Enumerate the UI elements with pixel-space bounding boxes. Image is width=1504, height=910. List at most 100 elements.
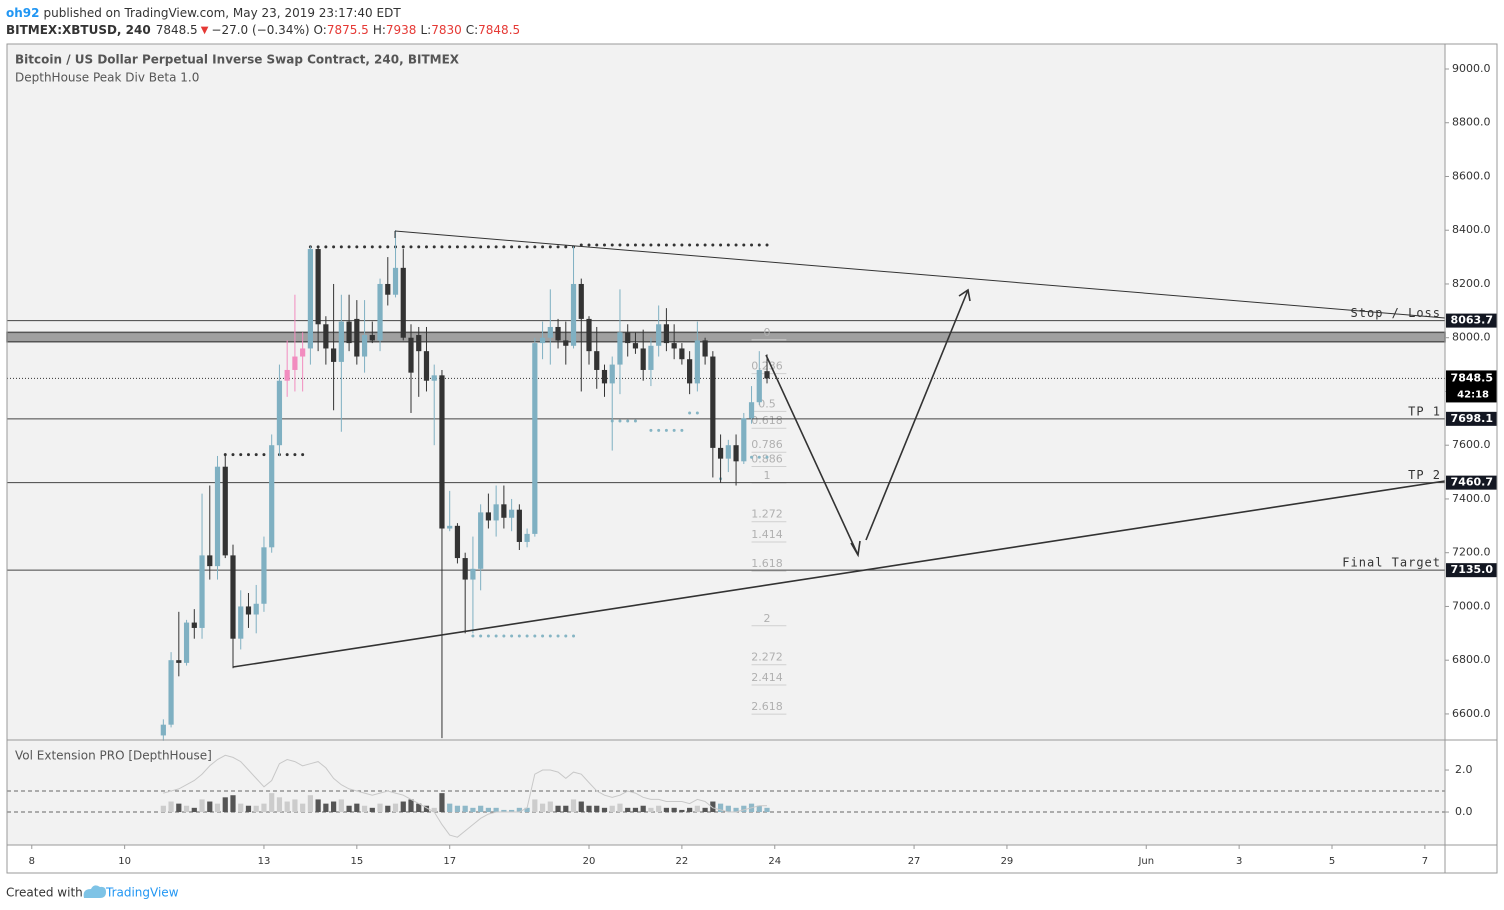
vol-bar bbox=[586, 805, 592, 813]
candle-body bbox=[214, 466, 221, 567]
x-tick-label: 8 bbox=[29, 856, 35, 867]
symbol: BITMEX:XBTUSD, 240 bbox=[6, 23, 151, 37]
candle-body bbox=[238, 606, 244, 639]
vol-bar bbox=[524, 807, 530, 813]
vol-bar bbox=[532, 799, 538, 813]
price-tag-label: 7135.0 bbox=[1451, 563, 1494, 576]
candle-body bbox=[447, 525, 453, 529]
candle-body bbox=[601, 369, 608, 384]
vol-bar bbox=[300, 803, 306, 813]
change-symbol: ▼ bbox=[201, 25, 209, 36]
marks-layer bbox=[160, 230, 770, 838]
candle-body bbox=[300, 348, 306, 357]
drawings bbox=[232, 230, 1446, 668]
candle-body bbox=[702, 340, 708, 357]
candle-body bbox=[648, 345, 654, 370]
x-tick-label: 24 bbox=[768, 856, 781, 867]
author[interactable]: oh92 bbox=[6, 6, 40, 20]
vol-bar bbox=[764, 807, 770, 813]
candle-body bbox=[578, 283, 584, 319]
vol-bar bbox=[478, 805, 484, 813]
candle-body bbox=[230, 555, 236, 639]
candle-body bbox=[532, 343, 538, 534]
fib-label: 2.414 bbox=[751, 671, 783, 684]
candle-body bbox=[385, 283, 391, 295]
candle-body bbox=[617, 332, 623, 365]
logo bbox=[83, 885, 106, 898]
fib-label: 1.272 bbox=[751, 508, 783, 521]
header-line-2: BITMEX:XBTUSD, 240 7848.5 ▼ −27.0 (−0.34%) O… bbox=[6, 23, 520, 37]
last-price-label: 7848.5 bbox=[1451, 371, 1493, 384]
vol-bar bbox=[756, 805, 762, 813]
vol-bar bbox=[470, 807, 476, 813]
candle-body bbox=[671, 343, 677, 349]
published: published on TradingView.com, May 23, 20… bbox=[44, 6, 402, 20]
candle-body bbox=[656, 324, 662, 346]
vol-bar bbox=[617, 803, 623, 813]
vol-bar bbox=[625, 807, 631, 813]
arrow-head bbox=[958, 288, 971, 302]
o-label: O: bbox=[314, 23, 327, 37]
price-tag bbox=[1446, 313, 1497, 328]
under-layer: 00.2360.50.6180.7860.88611.2721.4141.618… bbox=[6, 243, 1446, 813]
candle-body bbox=[663, 324, 670, 344]
candle-body bbox=[354, 318, 360, 357]
candle-body bbox=[725, 445, 731, 459]
vol-bar bbox=[725, 805, 731, 813]
vol-bar bbox=[687, 807, 693, 813]
candle-body bbox=[741, 418, 747, 462]
candle-body bbox=[199, 555, 205, 628]
price-tag-label: 7698.1 bbox=[1451, 412, 1493, 425]
vol-bar bbox=[563, 805, 569, 813]
candle-body bbox=[416, 335, 422, 352]
upper-trendline bbox=[394, 230, 1446, 319]
footer-brand[interactable]: TradingView bbox=[105, 886, 179, 900]
vol-bar bbox=[601, 807, 608, 813]
c-value: 7848.5 bbox=[478, 23, 520, 37]
candle-body bbox=[315, 249, 321, 325]
candle-body bbox=[748, 402, 755, 419]
vol-bar bbox=[361, 805, 368, 813]
fib-label: 1.618 bbox=[751, 557, 783, 570]
y-tick-label: 8800.0 bbox=[1452, 116, 1491, 129]
candle-body bbox=[207, 555, 213, 567]
lower-trendline bbox=[232, 480, 1446, 668]
vol-bar bbox=[578, 801, 584, 813]
vol-bar bbox=[253, 805, 259, 813]
candle-body bbox=[570, 283, 577, 346]
vol-bar bbox=[400, 801, 406, 813]
candle-body bbox=[408, 337, 414, 373]
candle-body bbox=[331, 348, 337, 362]
y-tick-label: 8200.0 bbox=[1452, 277, 1491, 290]
vol-bar bbox=[671, 807, 677, 813]
vol-bar bbox=[315, 799, 321, 813]
candle-body bbox=[307, 249, 313, 349]
vol-bar bbox=[485, 807, 491, 813]
fib-label: 0 bbox=[764, 326, 771, 339]
vol-bar bbox=[323, 803, 329, 813]
vol-bar bbox=[207, 801, 213, 813]
candle-body bbox=[269, 445, 275, 548]
candle-body bbox=[509, 509, 515, 518]
price-tag bbox=[1446, 475, 1497, 490]
vol-bar bbox=[570, 799, 577, 813]
candle-body bbox=[687, 359, 693, 384]
y-tick-label: 0.0 bbox=[1455, 805, 1473, 818]
vol-bar bbox=[331, 801, 337, 813]
vol-bar bbox=[447, 803, 453, 813]
vol-bar bbox=[168, 801, 174, 813]
vol-bar bbox=[694, 805, 700, 813]
price-tag bbox=[1446, 563, 1497, 578]
y-tick-label: 7000.0 bbox=[1452, 599, 1491, 612]
h-label: H: bbox=[373, 23, 386, 37]
vol-bar bbox=[741, 805, 747, 813]
vol-bar bbox=[191, 807, 197, 813]
y-tick-label: 7400.0 bbox=[1452, 492, 1491, 505]
candle-body bbox=[323, 324, 329, 349]
vol-bar bbox=[516, 807, 522, 813]
vol-bar bbox=[307, 795, 313, 813]
chart-title: Bitcoin / US Dollar Perpetual Inverse Sw… bbox=[15, 53, 460, 67]
vol-bar bbox=[439, 793, 445, 813]
candle-body bbox=[253, 603, 259, 615]
